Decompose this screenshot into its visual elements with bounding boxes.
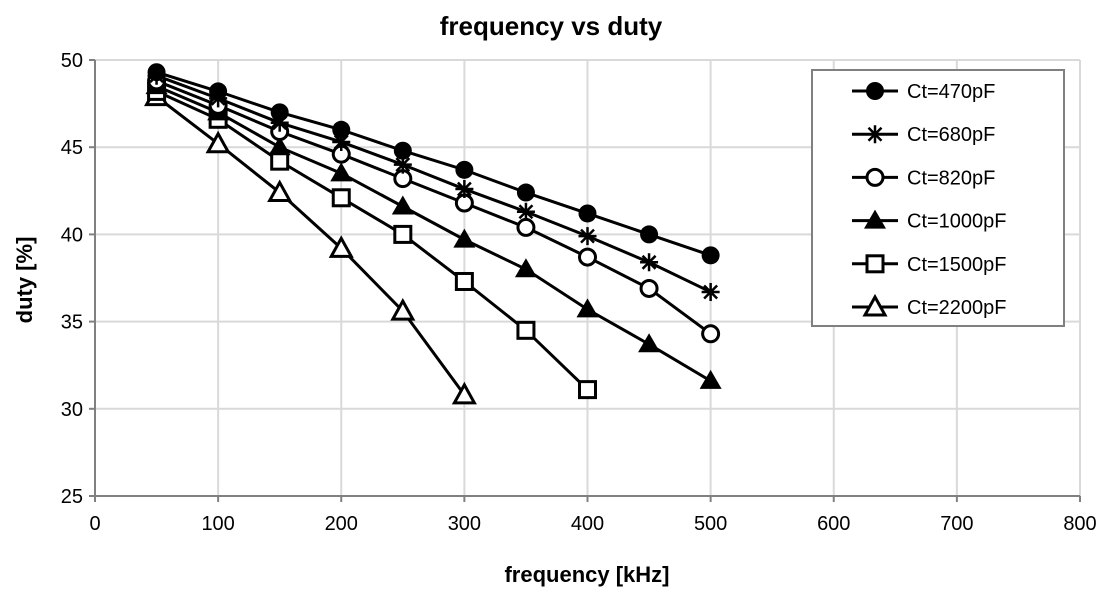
- axes: [89, 59, 1081, 502]
- series-line: [155, 90, 589, 391]
- data-point: [393, 155, 412, 174]
- x-tick-label: 400: [571, 513, 604, 535]
- legend-label: Ct=1000pF: [907, 211, 1007, 233]
- data-point: [578, 227, 597, 246]
- series-Ct=680pF: [147, 66, 720, 301]
- data-point: [701, 282, 720, 301]
- legend-entry: Ct=680pF: [852, 124, 995, 146]
- legend-marker: [865, 254, 885, 274]
- data-point: [451, 381, 477, 405]
- data-point: [270, 113, 289, 132]
- data-point: [516, 202, 535, 221]
- y-axis-label: duty [%]: [12, 237, 37, 324]
- x-tick-label: 200: [325, 513, 358, 535]
- data-point: [328, 235, 354, 258]
- data-point: [268, 136, 291, 156]
- data-point: [332, 132, 351, 151]
- tick-labels: 0 100 200 300 400 500 600 700 800 25 30 35 40 45 50: [61, 50, 1097, 535]
- data-point: [209, 82, 228, 101]
- legend-marker: [866, 82, 884, 100]
- data-point: [391, 195, 414, 215]
- y-tick-label: 30: [61, 399, 83, 421]
- legend-marker: [862, 293, 888, 317]
- y-tick-label: 50: [61, 50, 83, 72]
- data-point: [516, 320, 536, 340]
- series-line: [155, 95, 466, 396]
- data-point: [514, 258, 537, 278]
- x-tick-label: 500: [694, 513, 727, 535]
- legend-label: Ct=2200pF: [907, 297, 1007, 319]
- x-tick-label: 800: [1063, 513, 1096, 535]
- data-point: [638, 333, 661, 353]
- data-point: [578, 380, 597, 400]
- x-tick-label: 700: [940, 513, 973, 535]
- series-Ct=820pF: [147, 71, 721, 344]
- data-point: [578, 247, 597, 267]
- series-line: [155, 84, 712, 383]
- data-point: [455, 180, 474, 199]
- data-point: [699, 369, 722, 389]
- data-point: [205, 130, 231, 154]
- chart-title: frequency vs duty: [440, 11, 663, 41]
- series-Ct=1500pF: [147, 81, 597, 400]
- data-point: [454, 271, 474, 291]
- x-tick-label: 300: [448, 513, 481, 535]
- series-line: [156, 70, 712, 257]
- data-point: [455, 160, 474, 179]
- data-point: [453, 228, 476, 248]
- data-point: [393, 141, 412, 160]
- legend-entry: Ct=1000pF: [852, 209, 1007, 233]
- y-tick-label: 40: [61, 224, 83, 246]
- legend-marker: [864, 209, 886, 229]
- legend-label: Ct=1500pF: [907, 254, 1007, 276]
- series-line: [156, 79, 712, 336]
- data-point: [516, 183, 535, 202]
- legend-entry: Ct=820pF: [852, 167, 995, 189]
- series-layer: [144, 63, 722, 405]
- data-point: [516, 217, 536, 237]
- x-tick-label: 0: [89, 513, 100, 535]
- legend-entry: Ct=2200pF: [852, 293, 1007, 319]
- legend-label: Ct=820pF: [907, 167, 995, 189]
- series-Ct=2200pF: [144, 83, 477, 405]
- series-Ct=470pF: [147, 63, 720, 265]
- data-point: [701, 246, 720, 265]
- data-point: [576, 298, 599, 318]
- data-point: [270, 103, 289, 122]
- data-point: [270, 151, 290, 171]
- legend-box: [811, 69, 1065, 327]
- series-line: [156, 74, 712, 294]
- legend-label: Ct=470pF: [907, 81, 995, 103]
- legend-marker: [865, 167, 885, 187]
- y-tick-label: 25: [61, 486, 83, 508]
- legend-entry: Ct=470pF: [852, 81, 995, 103]
- data-point: [701, 324, 721, 344]
- legend-marker: [866, 125, 884, 144]
- data-point: [640, 225, 659, 244]
- data-point: [331, 188, 351, 208]
- data-point: [147, 63, 166, 82]
- y-tick-label: 35: [61, 312, 83, 334]
- x-axis-label: frequency [kHz]: [504, 562, 669, 587]
- data-point: [393, 224, 413, 244]
- y-tick-label: 45: [61, 137, 83, 159]
- data-point: [330, 162, 353, 182]
- x-tick-label: 600: [817, 513, 850, 535]
- data-point: [332, 120, 351, 139]
- data-point: [639, 278, 659, 298]
- data-point: [578, 204, 597, 223]
- legend: Ct=470pF Ct=680pF Ct=820pF Ct=1000pF Ct=1500…: [811, 69, 1065, 327]
- series-Ct=1000pF: [145, 75, 722, 389]
- legend-entry: Ct=1500pF: [852, 254, 1007, 276]
- data-point: [267, 179, 293, 203]
- data-point: [390, 298, 416, 321]
- x-tick-label: 100: [201, 513, 234, 535]
- legend-label: Ct=680pF: [907, 124, 995, 146]
- data-point: [640, 253, 659, 272]
